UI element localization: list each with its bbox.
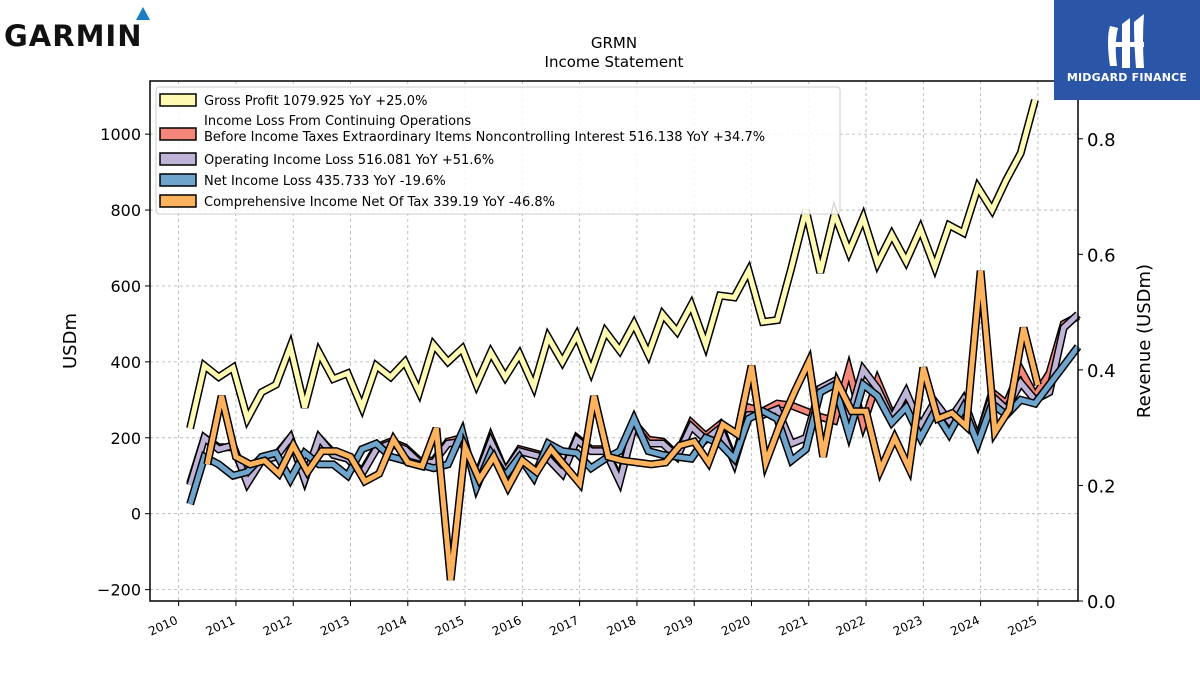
y2-tick-label: 0.8	[1087, 130, 1116, 151]
legend-value: 516.138 YoY +34.7%	[629, 130, 765, 145]
y-tick-label: 200	[110, 429, 141, 448]
x-tick-label: 2025	[1006, 613, 1040, 639]
garmin-logo: GARMIN	[4, 2, 164, 56]
legend-swatch	[159, 173, 197, 187]
x-tick-label: 2012	[261, 613, 295, 639]
x-axis: 2010 2011 2012 2013 2014 2015 2016 2017 2018 2019…	[146, 601, 1039, 639]
y-axis-right: 0.0 0.2 0.4 0.6 0.8	[1078, 130, 1116, 613]
legend-value: 435.733 YoY -19.6%	[316, 174, 446, 189]
x-tick-label: 2020	[719, 613, 753, 639]
svg-text:Gross Profit 1079.925 YoY +25: Gross Profit 1079.925 YoY +25.0%	[204, 94, 427, 109]
series-net-income-loss	[186, 344, 1082, 506]
y-axis-label: USDm	[60, 313, 81, 369]
y-tick-label: 1000	[100, 125, 141, 144]
legend-name-line2: Before Income Taxes Extraordinary Items …	[204, 130, 625, 145]
chart-title: GRMN	[591, 34, 637, 52]
legend-item-operating-income: Operating Income Loss 516.081 YoY +51.6%	[159, 152, 494, 168]
legend-value: 1079.925 YoY +25.0%	[283, 94, 428, 109]
legend-name: Gross Profit	[204, 94, 279, 109]
y-tick-label: 0	[131, 505, 141, 524]
y-tick-label: 400	[110, 353, 141, 372]
garmin-triangle-icon	[136, 7, 150, 20]
svg-text:Operating Income Loss 516.081: Operating Income Loss 516.081 YoY +51.6%	[204, 153, 494, 168]
series-line	[204, 270, 1041, 581]
y-tick-label: 800	[110, 201, 141, 220]
svg-text:Net Income Loss 435.733 YoY -: Net Income Loss 435.733 YoY -19.6%	[204, 174, 446, 189]
legend-item-net-income: Net Income Loss 435.733 YoY -19.6%	[159, 173, 446, 189]
x-tick-label: 2022	[834, 613, 868, 639]
midgard-emblem-icon	[1108, 14, 1144, 68]
svg-text:Comprehensive Income Net Of Ta: Comprehensive Income Net Of Tax 339.19 Y…	[204, 195, 555, 210]
x-tick-label: 2019	[662, 613, 696, 639]
legend-name: Operating Income Loss	[204, 153, 354, 168]
series-line	[187, 345, 1080, 505]
y2-tick-label: 0.4	[1087, 361, 1116, 382]
legend-name: Comprehensive Income Net Of Tax	[204, 195, 429, 210]
legend-item-income-loss-continuing-ops: Income Loss From Continuing Operations B…	[159, 114, 765, 145]
y2-axis-label: Revenue (USDm)	[1134, 264, 1155, 418]
svg-text:Before Income Taxes Extraordin: Before Income Taxes Extraordinary Items …	[204, 130, 765, 145]
chart-subtitle: Income Statement	[545, 53, 684, 71]
midgard-logo-text: MIDGARD FINANCE	[1066, 71, 1188, 84]
legend-value: 339.19 YoY -46.8%	[433, 195, 555, 210]
legend-swatch	[159, 194, 197, 208]
x-tick-label: 2013	[318, 613, 352, 639]
x-tick-label: 2018	[605, 613, 639, 639]
legend-value: 516.081 YoY +51.6%	[358, 153, 494, 168]
y2-tick-label: 0.6	[1087, 245, 1116, 266]
x-tick-label: 2010	[146, 613, 180, 639]
y-tick-label: 600	[110, 277, 141, 296]
legend-item-comprehensive-income: Comprehensive Income Net Of Tax 339.19 Y…	[159, 194, 555, 210]
x-tick-label: 2011	[204, 613, 238, 639]
x-tick-label: 2021	[776, 613, 810, 639]
y-tick-label: −200	[97, 581, 141, 600]
legend: Gross Profit 1079.925 YoY +25.0% Income …	[155, 86, 841, 215]
y2-tick-label: 0.2	[1087, 476, 1116, 497]
x-tick-label: 2017	[547, 613, 581, 639]
plot-lines	[186, 98, 1082, 581]
series-comprehensive-income-net-of-tax	[203, 270, 1042, 581]
legend-swatch	[159, 93, 197, 107]
x-tick-label: 2024	[948, 613, 982, 639]
legend-swatch	[159, 152, 197, 166]
series-gross-profit	[186, 98, 1039, 430]
midgard-finance-logo: MIDGARD FINANCE	[1054, 0, 1200, 100]
garmin-logo-text: GARMIN	[4, 19, 143, 52]
legend-name: Net Income Loss	[204, 174, 312, 189]
x-tick-label: 2014	[375, 613, 409, 639]
y-axis-left: −200 0 200 400 600 800 1000	[97, 125, 150, 600]
plot-frame	[149, 80, 1079, 602]
x-tick-label: 2015	[433, 613, 467, 639]
x-tick-label: 2023	[891, 613, 925, 639]
x-tick-label: 2016	[490, 613, 524, 639]
legend-item-gross-profit: Gross Profit 1079.925 YoY +25.0%	[159, 93, 427, 109]
legend-swatch	[159, 127, 197, 141]
legend-name: Income Loss From Continuing Operations	[204, 114, 471, 129]
series-line	[187, 99, 1038, 429]
y2-tick-label: 0.0	[1087, 592, 1116, 613]
